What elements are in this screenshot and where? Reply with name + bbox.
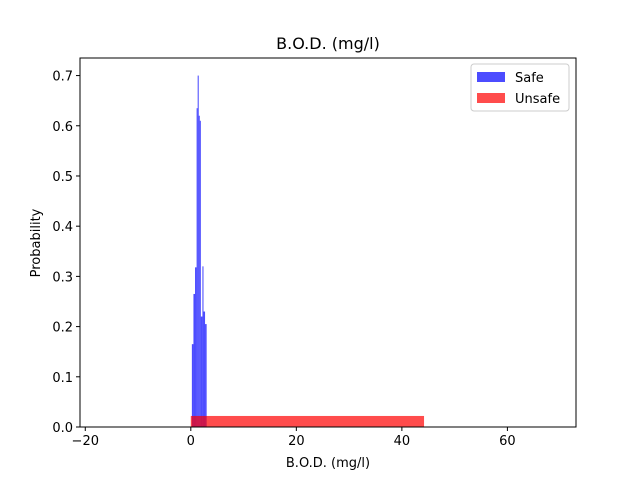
y-tick-label: 0.1 xyxy=(52,371,73,386)
x-tick-label: 40 xyxy=(394,434,411,449)
chart-title: B.O.D. (mg/l) xyxy=(276,34,380,53)
y-tick-label: 0.6 xyxy=(52,120,73,135)
bar-safe-10 xyxy=(205,324,207,427)
y-tick-label: 0.7 xyxy=(52,70,73,85)
legend-label-unsafe: Unsafe xyxy=(515,92,560,107)
y-tick-label: 0.2 xyxy=(52,321,73,336)
y-axis-title: Probability xyxy=(29,208,44,277)
bar-safe-6 xyxy=(199,120,201,427)
y-tick-label: 0.5 xyxy=(52,170,73,185)
y-tick-label: 0.4 xyxy=(52,220,73,235)
x-axis: −20 0 20 40 60 xyxy=(72,427,516,449)
legend-label-safe: Safe xyxy=(515,71,544,86)
bar-safe-1 xyxy=(193,293,196,427)
bar-safe-9 xyxy=(203,311,206,427)
x-tick-label: −20 xyxy=(72,434,99,449)
x-tick-label: 0 xyxy=(187,434,195,449)
bar-unsafe-0 xyxy=(190,415,425,427)
legend-swatch-unsafe xyxy=(477,93,505,103)
x-tick-label: 60 xyxy=(499,434,516,449)
bar-safe-8 xyxy=(202,266,204,427)
bar-safe-3 xyxy=(196,108,198,427)
bar-safe-5 xyxy=(198,115,200,427)
legend-swatch-safe xyxy=(477,72,505,82)
y-axis: 0.0 0.1 0.2 0.3 0.4 0.5 0.6 0.7 xyxy=(52,70,80,436)
legend: Safe Unsafe xyxy=(470,63,570,112)
x-axis-title: B.O.D. (mg/l) xyxy=(286,456,370,471)
x-tick-label: 20 xyxy=(288,434,305,449)
bar-safe-4 xyxy=(197,75,199,427)
y-tick-label: 0.0 xyxy=(52,421,73,436)
axes-frame xyxy=(79,57,577,428)
bar-safe-2 xyxy=(195,267,197,427)
bar-safe-7 xyxy=(200,316,203,427)
y-tick-label: 0.3 xyxy=(52,270,73,285)
bar-safe-0 xyxy=(191,344,194,427)
bars-layer xyxy=(190,75,425,427)
